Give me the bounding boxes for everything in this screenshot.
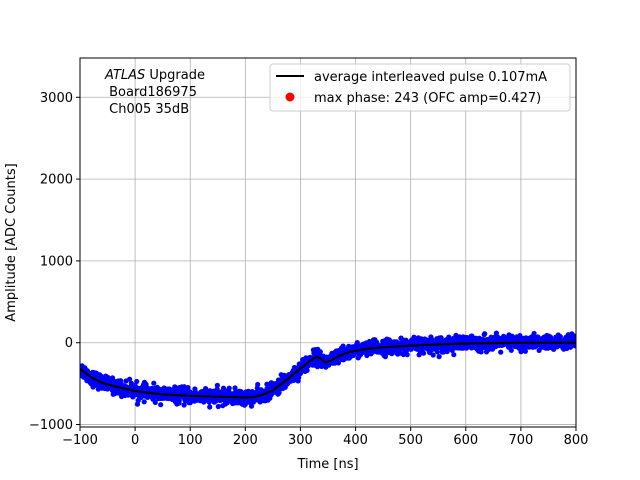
sample-point (314, 364, 321, 370)
sample-point (152, 399, 158, 405)
sample-point (317, 349, 323, 355)
x-tick-label: 800 (564, 433, 589, 448)
axis-ticks: −100 0 100 200 300 400 500 600 700 800−1000010002… (29, 91, 588, 448)
sample-point (134, 378, 140, 385)
annotation-channel: Ch005 35dB (105, 102, 189, 117)
sample-point (430, 352, 436, 358)
annotation-upgrade: Upgrade (145, 68, 205, 83)
sample-point (531, 330, 537, 337)
sample-point (151, 380, 157, 386)
x-tick-label: 0 (131, 433, 139, 448)
y-tick-label: 2000 (40, 173, 73, 188)
annotation-atlas: ATLAS (104, 68, 145, 83)
x-tick-label: 700 (508, 433, 533, 448)
sample-point (335, 360, 341, 366)
sample-point (255, 381, 261, 388)
sample-point (517, 333, 523, 339)
sample-point (226, 385, 232, 391)
sample-point (304, 367, 310, 373)
sample-point (127, 376, 133, 382)
legend-dot-swatch (285, 92, 295, 102)
plot-frame (79, 57, 577, 428)
legend-label-average: average interleaved pulse 0.107mA (314, 70, 547, 85)
svg-text:ATLAS Upgrade: ATLAS Upgrade (104, 68, 205, 83)
sample-point (207, 404, 213, 410)
sample-point (128, 380, 134, 386)
sample-point (557, 334, 563, 340)
sample-point (416, 352, 422, 358)
average-pulse (80, 341, 576, 399)
annotation: ATLAS Upgrade Board186975 Ch005 35dB (104, 68, 205, 117)
legend-label-max-phase: max phase: 243 (OFC amp=0.427) (314, 91, 541, 106)
sample-point (421, 350, 427, 356)
y-tick-label: 1000 (40, 254, 73, 269)
sample-point (498, 349, 504, 355)
legend: average interleaved pulse 0.107mA max ph… (269, 63, 571, 112)
sample-point (215, 403, 221, 410)
sample-point (522, 348, 529, 354)
sample-point (296, 375, 302, 381)
sample-point (518, 349, 524, 355)
y-tick-label: 3000 (40, 91, 73, 106)
x-tick-label: 100 (178, 433, 203, 448)
sample-point (573, 337, 576, 343)
sample-point (248, 403, 255, 409)
sample-point (482, 331, 488, 337)
sample-point (404, 352, 410, 358)
x-tick-label: 500 (398, 433, 423, 448)
sample-point (214, 382, 220, 388)
x-tick-label: 400 (343, 433, 368, 448)
y-tick-label: −1000 (29, 418, 73, 433)
x-tick-label: 300 (288, 433, 313, 448)
average-pulse-line (80, 341, 576, 399)
y-axis-label: Amplitude [ADC Counts] (4, 163, 19, 321)
x-tick-label: −100 (62, 433, 98, 448)
sample-point (508, 347, 514, 353)
x-tick-label: 200 (233, 433, 258, 448)
sample-point (141, 399, 147, 405)
sample-point (436, 354, 442, 360)
x-axis-label: Time [ns] (296, 457, 358, 472)
annotation-board: Board186975 (105, 85, 197, 100)
sample-point (451, 352, 457, 358)
legend-box (269, 63, 571, 112)
x-tick-label: 600 (453, 433, 478, 448)
sample-point (478, 349, 484, 355)
y-tick-label: 0 (65, 336, 73, 351)
sample-point (434, 349, 440, 355)
sample-point (158, 402, 164, 408)
sample-point (181, 402, 187, 408)
sample-point (493, 330, 499, 336)
